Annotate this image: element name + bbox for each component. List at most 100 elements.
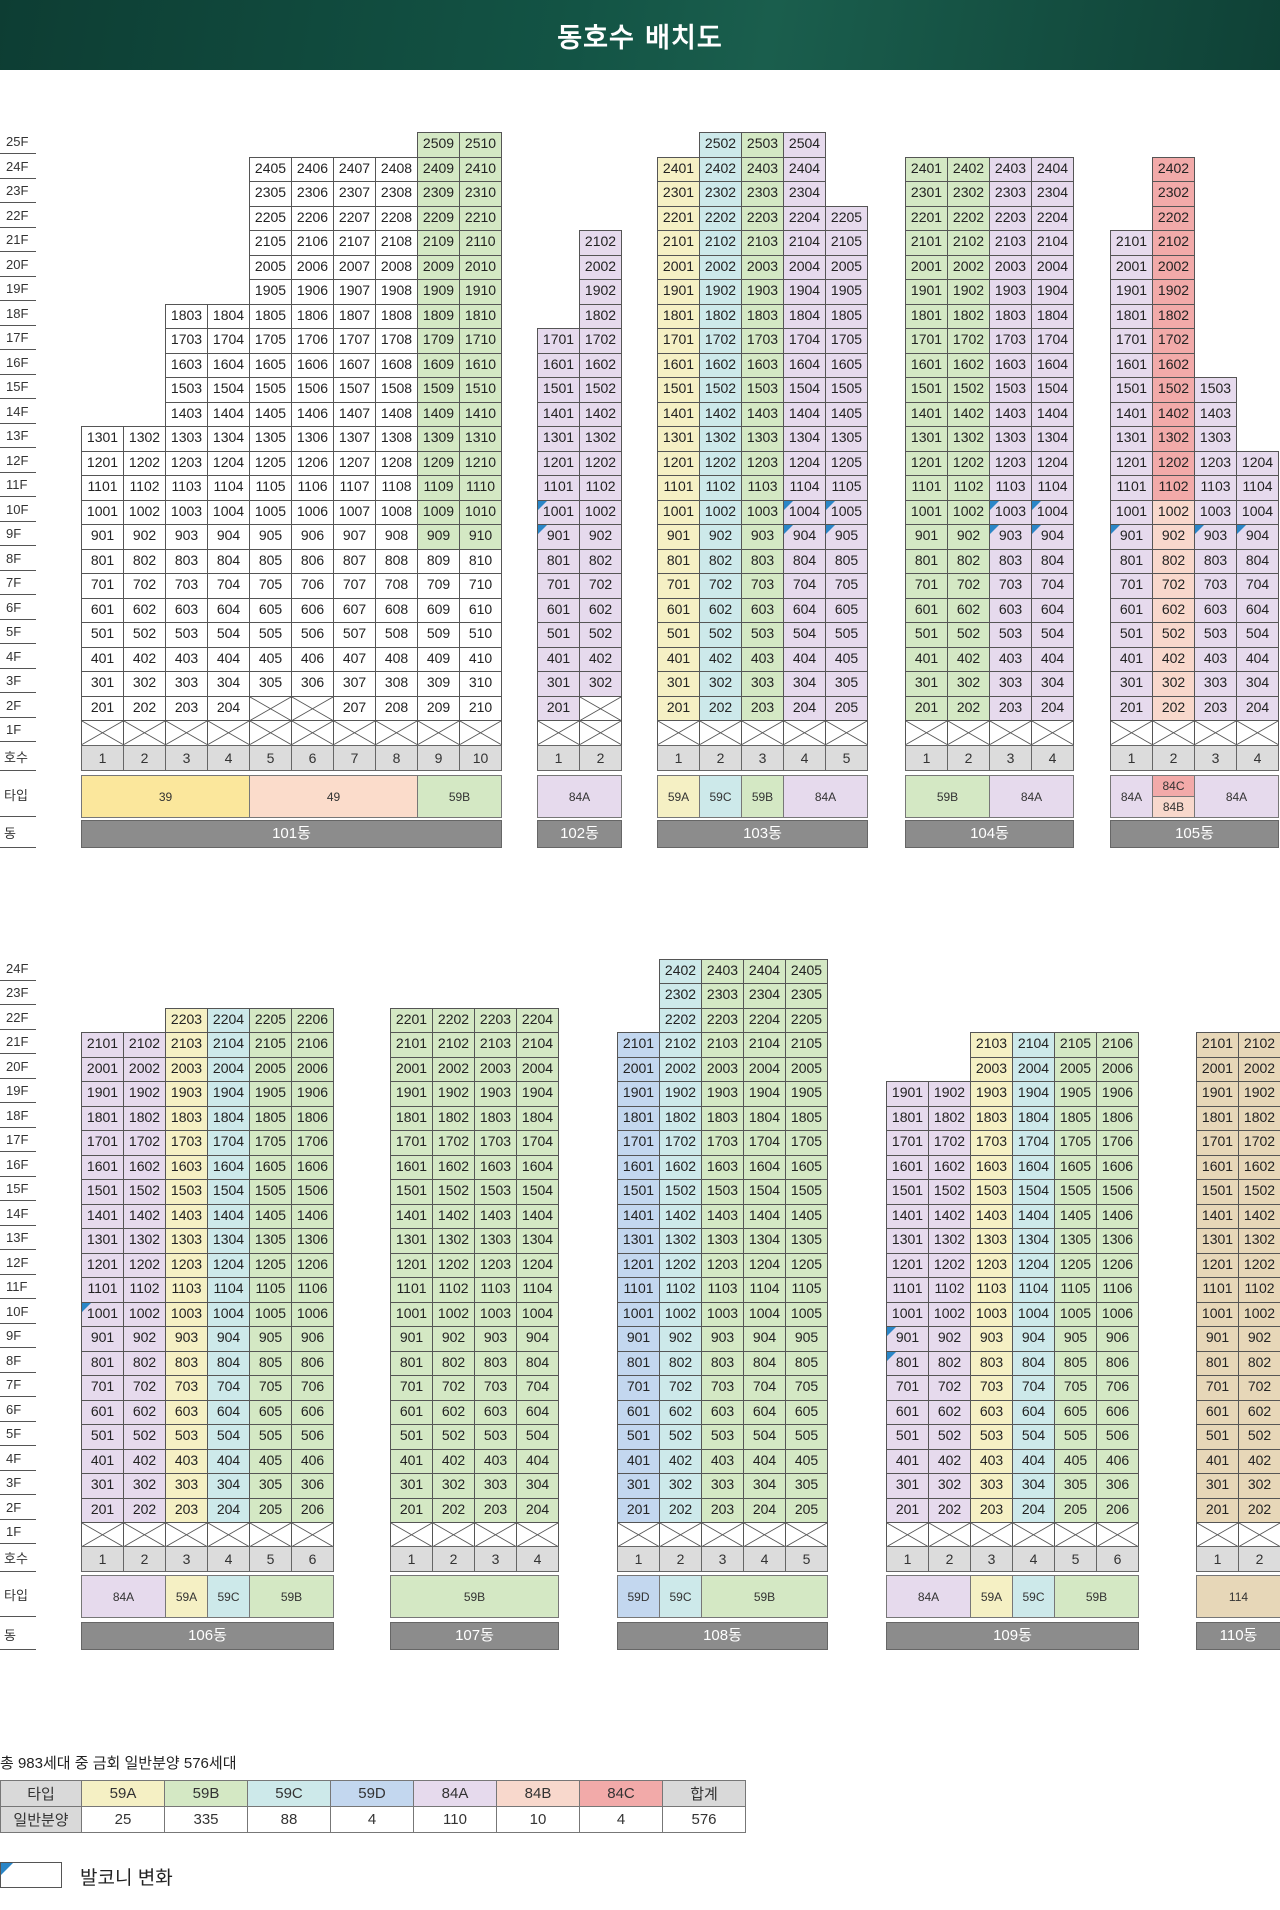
unit-cell[interactable]: 903 xyxy=(165,524,208,550)
unit-cell[interactable]: 1701 xyxy=(537,328,580,354)
unit-cell[interactable]: 2001 xyxy=(657,254,700,280)
unit-cell[interactable]: 1201 xyxy=(1110,450,1153,476)
unit-cell[interactable]: 207 xyxy=(333,695,376,721)
unit-cell[interactable]: 501 xyxy=(1110,622,1153,648)
unit-cell[interactable]: 1904 xyxy=(516,1081,559,1107)
unit-cell[interactable]: 2201 xyxy=(657,205,700,231)
unit-cell[interactable]: 901 xyxy=(886,1326,929,1352)
unit-cell[interactable]: 707 xyxy=(333,573,376,599)
unit-cell[interactable]: 404 xyxy=(1012,1448,1055,1474)
unit-cell[interactable]: 804 xyxy=(743,1350,786,1376)
unit-cell[interactable]: 704 xyxy=(1012,1375,1055,1401)
unit-cell[interactable]: 1902 xyxy=(1152,279,1195,305)
unit-cell[interactable]: 1002 xyxy=(947,499,990,525)
unit-cell[interactable]: 203 xyxy=(741,695,784,721)
unit-cell[interactable]: 1504 xyxy=(1012,1179,1055,1205)
unit-cell[interactable]: 404 xyxy=(207,646,250,672)
unit-cell[interactable]: 801 xyxy=(905,548,948,574)
unit-cell[interactable]: 809 xyxy=(417,548,460,574)
unit-cell[interactable]: 1403 xyxy=(474,1203,517,1229)
unit-cell[interactable]: 905 xyxy=(825,524,868,550)
unit-cell[interactable]: 801 xyxy=(81,1350,124,1376)
unit-cell[interactable]: 1303 xyxy=(970,1228,1013,1254)
unit-cell[interactable]: 602 xyxy=(947,597,990,623)
unit-cell[interactable]: 1010 xyxy=(459,499,502,525)
unit-cell[interactable]: 302 xyxy=(123,1473,166,1499)
unit-cell[interactable]: 1401 xyxy=(390,1203,433,1229)
unit-cell[interactable]: 1804 xyxy=(516,1105,559,1131)
unit-cell[interactable]: 1204 xyxy=(207,1252,250,1278)
unit-cell[interactable]: 1506 xyxy=(291,377,334,403)
unit-cell[interactable]: 1102 xyxy=(123,475,166,501)
unit-cell[interactable]: 2101 xyxy=(617,1032,660,1058)
unit-cell[interactable]: 2302 xyxy=(659,983,702,1009)
unit-cell[interactable]: 2201 xyxy=(390,1007,433,1033)
unit-cell[interactable]: 2003 xyxy=(989,254,1032,280)
unit-cell[interactable]: 1702 xyxy=(123,1130,166,1156)
unit-cell[interactable]: 1802 xyxy=(659,1105,702,1131)
unit-cell[interactable]: 203 xyxy=(165,1497,208,1523)
unit-cell[interactable]: 1504 xyxy=(1031,377,1074,403)
unit-cell[interactable]: 1501 xyxy=(537,377,580,403)
unit-cell[interactable]: 1402 xyxy=(579,401,622,427)
unit-cell[interactable]: 2304 xyxy=(743,983,786,1009)
unit-cell[interactable]: 1402 xyxy=(432,1203,475,1229)
unit-cell[interactable]: 704 xyxy=(1236,573,1279,599)
unit-cell[interactable]: 201 xyxy=(617,1497,660,1523)
unit-cell[interactable]: 602 xyxy=(579,597,622,623)
unit-cell[interactable]: 1004 xyxy=(1031,499,1074,525)
unit-cell[interactable]: 1604 xyxy=(516,1154,559,1180)
unit-cell[interactable]: 405 xyxy=(1054,1448,1097,1474)
unit-cell[interactable]: 1905 xyxy=(825,279,868,305)
unit-cell[interactable]: 303 xyxy=(165,1473,208,1499)
unit-cell[interactable]: 1008 xyxy=(375,499,418,525)
unit-cell[interactable]: 505 xyxy=(825,622,868,648)
unit-cell[interactable]: 401 xyxy=(537,646,580,672)
unit-cell[interactable]: 302 xyxy=(928,1473,971,1499)
unit-cell[interactable]: 1903 xyxy=(970,1081,1013,1107)
unit-cell[interactable]: 2102 xyxy=(1152,230,1195,256)
unit-cell[interactable]: 802 xyxy=(123,548,166,574)
unit-cell[interactable]: 604 xyxy=(1031,597,1074,623)
unit-cell[interactable]: 1806 xyxy=(1096,1105,1139,1131)
unit-cell[interactable]: 201 xyxy=(81,695,124,721)
unit-cell[interactable]: 803 xyxy=(165,548,208,574)
unit-cell[interactable]: 1601 xyxy=(905,352,948,378)
unit-cell[interactable]: 1405 xyxy=(825,401,868,427)
unit-cell[interactable]: 1402 xyxy=(123,1203,166,1229)
unit-cell[interactable]: 1106 xyxy=(291,1277,334,1303)
unit-cell[interactable]: 1801 xyxy=(657,303,700,329)
unit-cell[interactable]: 1005 xyxy=(1054,1301,1097,1327)
unit-cell[interactable]: 1604 xyxy=(743,1154,786,1180)
unit-cell[interactable]: 703 xyxy=(701,1375,744,1401)
unit-cell[interactable]: 406 xyxy=(291,646,334,672)
unit-cell[interactable]: 1101 xyxy=(886,1277,929,1303)
unit-cell[interactable]: 502 xyxy=(123,1424,166,1450)
unit-cell[interactable]: 804 xyxy=(1031,548,1074,574)
unit-cell[interactable]: 1801 xyxy=(1196,1105,1239,1131)
unit-cell[interactable]: 1703 xyxy=(741,328,784,354)
unit-cell[interactable]: 304 xyxy=(1031,671,1074,697)
unit-cell[interactable]: 1505 xyxy=(1054,1179,1097,1205)
unit-cell[interactable]: 1702 xyxy=(928,1130,971,1156)
unit-cell[interactable]: 1501 xyxy=(657,377,700,403)
unit-cell[interactable]: 1203 xyxy=(1194,450,1237,476)
unit-cell[interactable]: 1308 xyxy=(375,426,418,452)
unit-cell[interactable]: 2001 xyxy=(905,254,948,280)
unit-cell[interactable]: 504 xyxy=(1012,1424,1055,1450)
unit-cell[interactable]: 701 xyxy=(537,573,580,599)
unit-cell[interactable]: 1507 xyxy=(333,377,376,403)
unit-cell[interactable]: 1501 xyxy=(905,377,948,403)
unit-cell[interactable]: 1110 xyxy=(459,475,502,501)
unit-cell[interactable]: 503 xyxy=(474,1424,517,1450)
unit-cell[interactable]: 1003 xyxy=(165,1301,208,1327)
unit-cell[interactable]: 802 xyxy=(659,1350,702,1376)
unit-cell[interactable]: 1003 xyxy=(741,499,784,525)
unit-cell[interactable]: 1803 xyxy=(165,303,208,329)
unit-cell[interactable]: 2202 xyxy=(947,205,990,231)
unit-cell[interactable]: 1007 xyxy=(333,499,376,525)
unit-cell[interactable]: 2308 xyxy=(375,181,418,207)
unit-cell[interactable]: 1808 xyxy=(375,303,418,329)
unit-cell[interactable]: 1903 xyxy=(474,1081,517,1107)
unit-cell[interactable]: 1301 xyxy=(81,426,124,452)
